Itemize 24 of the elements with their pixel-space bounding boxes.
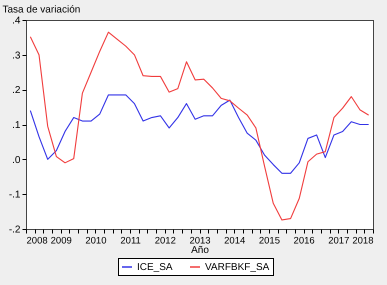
y-tick-label: .4 [12,16,21,26]
x-tick-label: 2008 [26,236,48,246]
legend-label: VARFBKF_SA [205,262,270,273]
line-series [30,32,370,220]
x-tick-label: 2013 [189,236,211,246]
x-tick-label: 2018 [352,236,374,246]
y-tick-label: .0 [12,154,21,166]
x-tick-label: 2014 [224,236,246,246]
x-tick-label: 2009 [50,236,72,246]
y-tick-label: .2 [12,85,21,96]
x-axis-title: Año [191,245,210,256]
x-tick-label: 2017 [328,236,350,246]
y-axis-title: Tasa de variación [2,4,80,16]
x-tick-label: 2016 [294,236,315,246]
y-tick-label: -.2 [8,224,21,236]
line-series [30,94,370,174]
y-tick-label: .1 [12,120,21,131]
y-tick-label: -.1 [8,190,21,201]
y-tick-label: .3 [12,50,21,62]
x-tick-label: 2011 [120,236,141,246]
x-tick-label: 2010 [85,236,106,246]
x-tick-label: 2015 [258,236,280,246]
x-tick-label: 2012 [154,236,176,246]
legend-label: ICE_SA [137,262,173,273]
